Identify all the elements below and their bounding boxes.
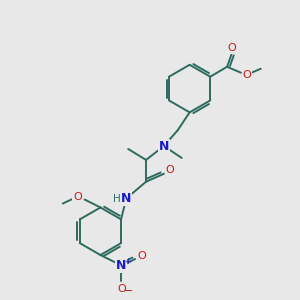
Text: +: + [124,257,131,266]
Text: O: O [242,70,251,80]
Text: H: H [113,194,121,203]
Text: N: N [159,140,169,152]
Text: −: − [124,286,133,296]
Text: N: N [116,260,127,272]
Text: O: O [165,165,174,175]
Text: N: N [121,192,131,205]
Text: O: O [117,284,126,294]
Text: O: O [73,192,82,202]
Text: O: O [228,43,236,53]
Text: O: O [138,251,146,261]
